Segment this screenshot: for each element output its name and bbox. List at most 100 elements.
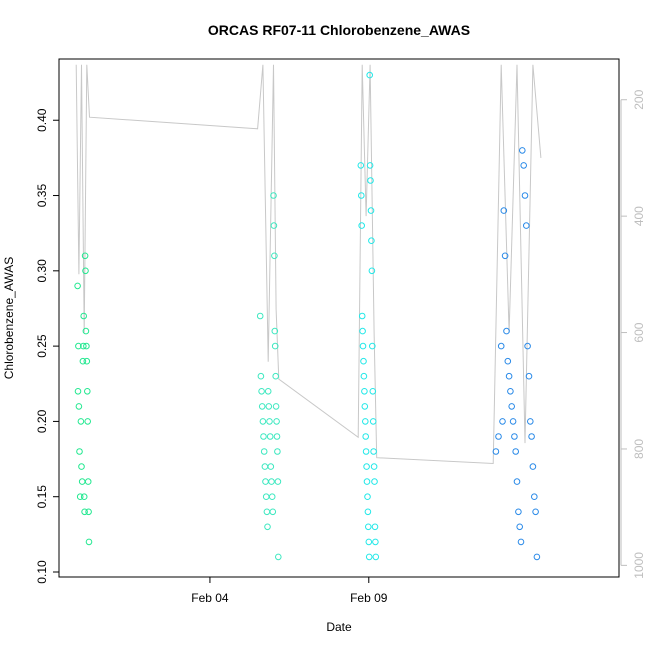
data-point — [273, 418, 280, 425]
data-point — [367, 177, 374, 184]
data-point — [507, 388, 514, 395]
data-point — [366, 162, 374, 169]
data-point — [75, 403, 83, 410]
data-point — [274, 478, 282, 485]
series-rf11 — [492, 147, 541, 561]
data-point — [361, 388, 368, 395]
data-point — [520, 162, 528, 169]
data-point — [270, 192, 277, 199]
data-point — [360, 357, 367, 365]
data-point — [74, 388, 82, 395]
data-point — [362, 433, 370, 440]
data-point — [257, 372, 265, 380]
chart-title: ORCAS RF07-11 Chlorobenzene_AWAS — [208, 22, 470, 38]
data-point — [527, 418, 534, 425]
data-point — [531, 493, 538, 501]
data-point — [266, 418, 273, 425]
data-point — [258, 388, 265, 395]
data-point — [523, 222, 530, 229]
data-point — [85, 508, 92, 516]
data-point — [533, 553, 541, 561]
y-axis-label: Chlorobenzene_AWAS — [2, 257, 16, 380]
series-rf07 — [74, 252, 93, 546]
data-point — [365, 538, 373, 546]
data-point — [357, 162, 365, 169]
series-rf08 — [256, 192, 282, 561]
data-point — [273, 433, 281, 440]
pressure-trace-layer — [75, 64, 542, 465]
data-point — [271, 252, 278, 260]
data-point — [263, 508, 271, 516]
data-point — [264, 388, 272, 395]
data-point — [261, 463, 269, 470]
data-point — [367, 207, 375, 214]
data-point — [82, 327, 90, 335]
secondary-y-axis: 200 400 600 800 1000 — [620, 89, 646, 579]
data-point — [508, 403, 516, 410]
pressure-line — [75, 64, 542, 465]
data-point — [260, 433, 267, 440]
data-point — [78, 463, 85, 470]
data-point — [362, 418, 369, 425]
data-point — [504, 357, 512, 365]
data-point — [85, 538, 93, 546]
y2-tick-label: 400 — [632, 206, 646, 226]
data-point — [268, 478, 275, 485]
data-point — [80, 342, 87, 350]
data-point — [358, 222, 366, 229]
data-point — [363, 463, 370, 470]
data-point — [74, 282, 81, 290]
data-point — [532, 508, 539, 516]
y-tick-label: 0.40 — [35, 108, 49, 132]
data-point — [361, 403, 369, 410]
data-point — [368, 267, 376, 275]
y-tick-label: 0.10 — [35, 560, 49, 584]
data-point — [81, 252, 89, 260]
data-point — [269, 508, 277, 516]
data-point — [503, 327, 510, 335]
data-point — [274, 448, 281, 455]
data-point — [495, 433, 502, 440]
data-point — [262, 478, 269, 485]
data-point — [372, 538, 379, 546]
data-point — [519, 147, 526, 154]
data-point — [499, 418, 506, 425]
data-point — [511, 433, 518, 440]
data-point — [371, 523, 379, 531]
data-point — [369, 342, 376, 350]
data-point — [262, 493, 270, 501]
data-point — [81, 508, 88, 516]
data-point — [509, 418, 517, 425]
data-point — [76, 493, 84, 501]
data-points-layer — [74, 71, 541, 561]
data-point — [369, 388, 377, 395]
data-point — [259, 418, 267, 425]
series-rf09 — [357, 71, 380, 561]
data-point — [77, 418, 85, 425]
data-point — [368, 237, 375, 244]
data-point — [521, 192, 529, 199]
data-point — [525, 372, 533, 380]
data-point — [267, 463, 275, 470]
data-point — [271, 342, 279, 350]
x-tick-label: Feb 04 — [191, 591, 229, 605]
data-point — [512, 448, 520, 455]
data-point — [360, 372, 368, 380]
data-point — [272, 403, 280, 410]
data-point — [529, 463, 537, 470]
y-tick-label: 0.25 — [35, 334, 49, 358]
data-point — [364, 508, 372, 516]
data-point — [275, 553, 282, 561]
data-point — [366, 71, 374, 79]
data-point — [271, 327, 279, 335]
data-point — [500, 207, 508, 214]
data-point — [270, 222, 278, 229]
data-point — [372, 553, 380, 561]
data-point — [515, 508, 522, 516]
data-point — [76, 448, 83, 455]
data-point — [363, 478, 371, 485]
data-point — [80, 493, 88, 501]
data-point — [84, 418, 91, 425]
data-point — [505, 372, 513, 380]
y-tick-label: 0.35 — [35, 184, 49, 208]
